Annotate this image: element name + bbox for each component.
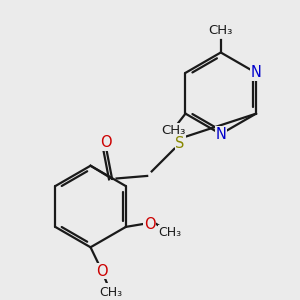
Text: CH₃: CH₃ <box>208 25 233 38</box>
Text: O: O <box>144 217 155 232</box>
Text: N: N <box>215 127 226 142</box>
Text: N: N <box>250 65 262 80</box>
Text: S: S <box>175 136 185 151</box>
Text: O: O <box>100 135 112 150</box>
Text: CH₃: CH₃ <box>158 226 182 239</box>
Text: CH₃: CH₃ <box>99 286 122 299</box>
Text: O: O <box>96 264 108 279</box>
Text: CH₃: CH₃ <box>161 124 185 137</box>
